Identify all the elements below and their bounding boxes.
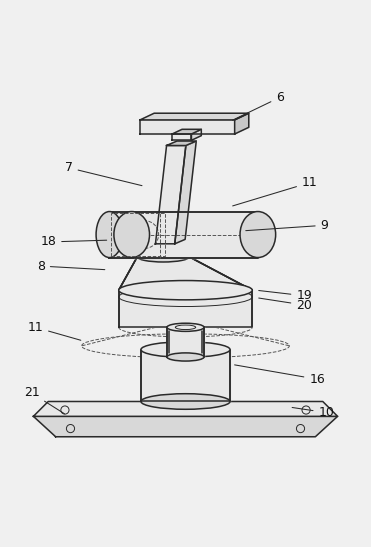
Text: 19: 19 [259,289,312,302]
Polygon shape [140,113,249,120]
Polygon shape [167,141,196,146]
Polygon shape [141,350,230,401]
Polygon shape [140,120,235,134]
Ellipse shape [141,342,230,357]
Polygon shape [172,134,191,141]
Polygon shape [155,146,186,244]
Ellipse shape [96,212,123,258]
Polygon shape [175,141,196,244]
Ellipse shape [141,394,230,409]
Polygon shape [119,257,252,290]
Ellipse shape [167,323,204,331]
Text: 21: 21 [24,387,65,414]
Ellipse shape [137,252,189,262]
Text: 16: 16 [234,365,325,386]
Polygon shape [119,290,252,327]
Text: 11: 11 [233,176,318,206]
Ellipse shape [167,353,204,361]
Text: 7: 7 [65,161,142,185]
Ellipse shape [119,281,252,300]
Polygon shape [33,416,338,437]
Ellipse shape [114,212,150,258]
Polygon shape [109,212,258,258]
Text: 20: 20 [259,298,312,312]
Ellipse shape [240,212,276,258]
Text: 9: 9 [246,219,329,232]
Text: 6: 6 [233,91,284,120]
Polygon shape [172,129,201,134]
Text: 18: 18 [40,235,107,248]
Text: 10: 10 [292,406,334,419]
Polygon shape [33,401,338,416]
Text: 11: 11 [27,321,81,340]
Polygon shape [191,129,201,141]
Polygon shape [235,113,249,134]
Polygon shape [167,327,204,357]
Text: 8: 8 [37,260,105,272]
